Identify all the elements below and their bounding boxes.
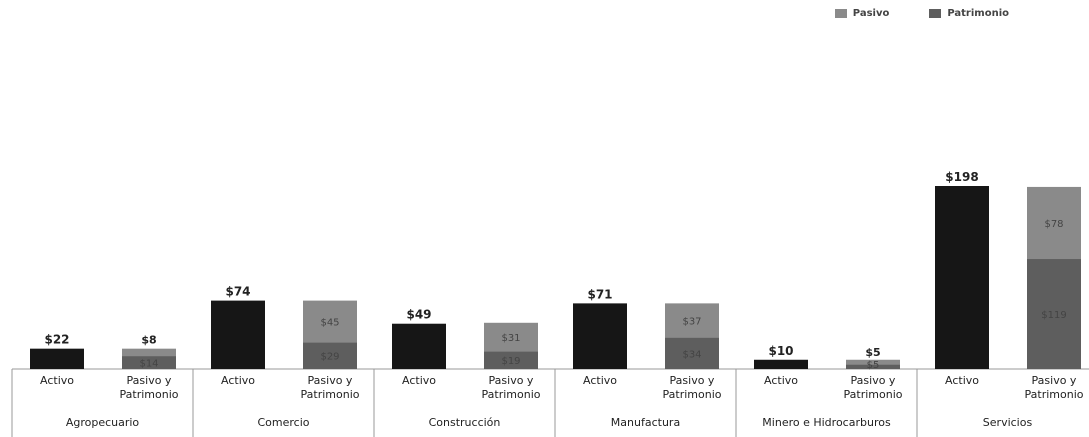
category-label: Pasivo y <box>308 374 353 387</box>
legend-label-pasivo: Pasivo <box>852 8 890 19</box>
category-label: Activo <box>945 374 979 387</box>
bar-segment-patrimonio <box>484 351 538 369</box>
category-label: Activo <box>764 374 798 387</box>
data-label: $37 <box>682 316 701 327</box>
group-label: Servicios <box>983 416 1033 429</box>
group-label: Agropecuario <box>66 416 140 429</box>
category-label: Activo <box>40 374 74 387</box>
group-label: Manufactura <box>611 416 680 429</box>
bar-activo <box>30 348 84 369</box>
bar-segment-pasivo <box>846 359 900 365</box>
bar-segment-pasivo <box>665 303 719 338</box>
bar-segment-pasivo <box>303 300 357 343</box>
data-label: $5 <box>865 346 880 359</box>
data-label: $119 <box>1041 310 1066 321</box>
legend-swatch-pasivo <box>834 9 847 18</box>
category-label: Pasivo y <box>851 374 896 387</box>
bar-activo <box>935 186 989 369</box>
chart-legend: Pasivo Patrimonio <box>834 8 1009 19</box>
data-label: $19 <box>501 356 520 367</box>
bar-segment-patrimonio <box>1027 259 1081 369</box>
bar-segment-pasivo <box>484 322 538 352</box>
category-label: Activo <box>402 374 436 387</box>
data-label: $45 <box>320 317 339 328</box>
legend-swatch-patrimonio <box>929 9 942 18</box>
category-label: Pasivo y <box>489 374 534 387</box>
category-label: Patrimonio <box>301 388 360 401</box>
legend-item-pasivo: Pasivo <box>834 8 890 19</box>
category-label: Patrimonio <box>663 388 722 401</box>
data-label: $34 <box>682 349 701 360</box>
bar-segment-patrimonio <box>846 364 900 369</box>
data-label: $198 <box>945 170 978 184</box>
data-label: $22 <box>44 333 69 347</box>
data-label: $71 <box>587 287 612 301</box>
data-label: $8 <box>141 334 156 347</box>
bar-activo <box>392 323 446 369</box>
group-label: Construcción <box>429 416 501 429</box>
category-label: Patrimonio <box>1025 388 1084 401</box>
group-label: Comercio <box>257 416 309 429</box>
bar-segment-patrimonio <box>303 342 357 369</box>
legend-label-patrimonio: Patrimonio <box>947 8 1009 19</box>
bar-segment-patrimonio <box>665 337 719 369</box>
bar-activo <box>211 300 265 369</box>
data-label: $29 <box>320 352 339 363</box>
data-label: $49 <box>406 308 431 322</box>
data-label: $74 <box>225 285 250 299</box>
category-label: Pasivo y <box>127 374 172 387</box>
legend-item-patrimonio: Patrimonio <box>929 8 1009 19</box>
bar-segment-pasivo <box>122 348 176 357</box>
category-label: Pasivo y <box>1032 374 1077 387</box>
category-label: Activo <box>221 374 255 387</box>
category-label: Patrimonio <box>120 388 179 401</box>
category-label: Patrimonio <box>844 388 903 401</box>
data-label: $5 <box>867 360 880 371</box>
category-label: Patrimonio <box>482 388 541 401</box>
bar-segment-pasivo <box>1027 186 1081 260</box>
category-label: Pasivo y <box>670 374 715 387</box>
group-label: Minero e Hidrocarburos <box>762 416 891 429</box>
bar-activo <box>573 303 627 369</box>
data-label: $14 <box>139 359 158 370</box>
data-label: $78 <box>1044 219 1063 230</box>
bar-activo <box>754 359 808 369</box>
data-label: $31 <box>501 333 520 344</box>
data-label: $10 <box>768 344 793 358</box>
bar-segment-patrimonio <box>122 356 176 369</box>
category-label: Activo <box>583 374 617 387</box>
